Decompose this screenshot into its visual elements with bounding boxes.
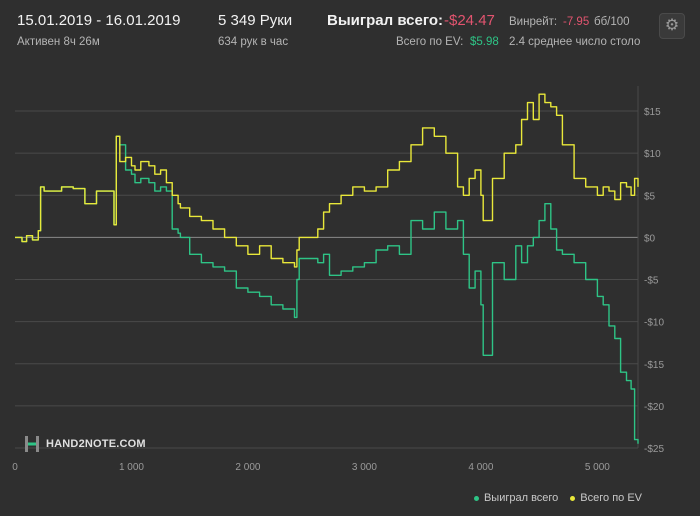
hands-per-hour: 634 рук в час: [218, 36, 289, 48]
won-total-label: Выиграл всего:: [327, 12, 444, 29]
hand2note-logo: HAND2NOTE.COM: [24, 434, 146, 454]
x-tick-label: 5 000: [585, 462, 610, 473]
chart-legend: Выиграл всего Всего по EV: [473, 492, 642, 504]
settings-gear-icon[interactable]: ⚙: [659, 13, 685, 39]
series-line-ev: [15, 93, 639, 268]
y-tick-label: -$15: [644, 360, 664, 371]
x-tick-label: 3 000: [352, 462, 377, 473]
hands-count: 5 349 Руки: [218, 12, 293, 29]
legend-won-label: Выиграл всего: [483, 492, 559, 504]
avg-tables: 2.4 среднее число столо: [509, 36, 641, 48]
y-tick-label: -$20: [644, 402, 664, 413]
date-range: 15.01.2019 - 16.01.2019: [17, 12, 181, 29]
y-tick-label: $10: [644, 149, 661, 160]
x-tick-label: 1 000: [119, 462, 144, 473]
y-tick-label: $15: [644, 107, 661, 118]
winrate-unit: бб/100: [594, 16, 630, 28]
x-tick-label: 0: [12, 462, 18, 473]
x-tick-label: 4 000: [468, 462, 493, 473]
ev-total-value: $5.98: [470, 36, 499, 48]
chart: $15 $10 $5 $0 -$5 -$10 -$15 -$20 -$25 0 1 000 2 000…: [12, 86, 664, 473]
winrate-value: -7.95: [563, 16, 590, 28]
won-total-value: -$24.47: [444, 12, 495, 29]
legend-ev-label: Всего по EV: [580, 492, 642, 504]
y-tick-label: -$10: [644, 318, 664, 329]
legend-won-dot: [473, 495, 479, 501]
active-time: Активен 8ч 26м: [17, 36, 100, 48]
hand2note-logo-text: HAND2NOTE.COM: [46, 438, 146, 450]
x-tick-label: 2 000: [235, 462, 260, 473]
ev-total-label: Всего по EV:: [396, 36, 464, 48]
legend-item-ev[interactable]: Всего по EV: [570, 492, 642, 504]
y-tick-label: -$5: [644, 276, 659, 287]
y-tick-label: $0: [644, 233, 656, 244]
legend-ev-dot: [570, 495, 576, 501]
legend-item-won[interactable]: Выиграл всего: [473, 492, 559, 504]
hand2note-logo-icon: [25, 436, 39, 452]
series-line-won: [15, 135, 639, 444]
y-tick-label: $5: [644, 191, 656, 202]
y-tick-label: -$25: [644, 444, 664, 455]
header: 15.01.2019 - 16.01.2019 Активен 8ч 26м 5…: [0, 0, 700, 58]
winrate-label: Винрейт:: [509, 16, 558, 28]
